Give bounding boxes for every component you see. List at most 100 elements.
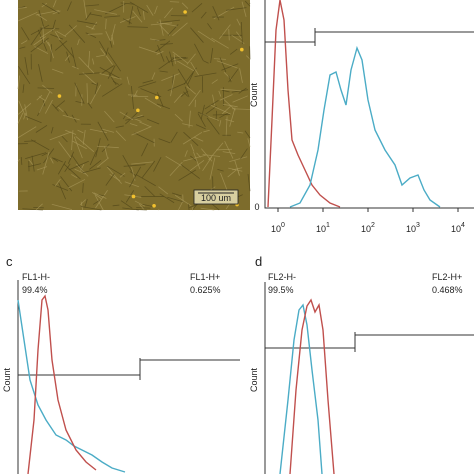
tick-base: 10 <box>271 224 281 234</box>
cell <box>50 157 54 164</box>
cell <box>30 37 49 53</box>
negative-percent: 99.5% <box>268 285 294 295</box>
axes <box>264 0 474 209</box>
cell <box>126 76 130 85</box>
cell <box>98 40 108 55</box>
cell <box>161 73 180 82</box>
cell <box>105 18 107 30</box>
cell <box>37 14 48 22</box>
cell <box>19 46 26 49</box>
cell <box>38 96 46 101</box>
tick-exponent: 1 <box>326 222 330 229</box>
cell <box>51 68 64 74</box>
cell <box>194 72 217 78</box>
cell <box>244 0 251 7</box>
cell <box>39 27 56 39</box>
cell <box>144 186 156 197</box>
cell <box>107 65 116 79</box>
cell <box>82 167 101 174</box>
cell <box>139 121 152 128</box>
cell <box>52 10 61 15</box>
cell <box>204 100 219 110</box>
cell <box>30 27 44 46</box>
cell <box>100 48 113 65</box>
y-axis-label: Count <box>2 368 12 393</box>
cell <box>171 57 187 59</box>
cell <box>86 83 89 104</box>
cell <box>158 186 169 195</box>
cell <box>159 70 168 73</box>
cell <box>61 135 68 143</box>
cell <box>211 79 218 84</box>
cell <box>195 124 206 130</box>
tick-exponent: 2 <box>371 222 375 229</box>
cell <box>87 33 103 35</box>
cell <box>169 1 180 3</box>
cell <box>245 55 251 60</box>
cell <box>244 130 251 139</box>
cell <box>89 128 107 134</box>
cell <box>142 10 145 20</box>
cell <box>135 174 156 187</box>
cell <box>127 26 148 28</box>
cell <box>35 203 43 211</box>
cell <box>131 161 154 165</box>
cell <box>208 142 224 161</box>
cell <box>115 125 124 128</box>
micrograph <box>17 0 251 211</box>
cell <box>191 3 203 13</box>
panel-d: d FL2-H- 99.5% FL2-H+ 0.468% Count <box>249 254 474 474</box>
cell <box>97 121 109 141</box>
cell <box>210 104 231 115</box>
cell <box>104 15 121 18</box>
cell <box>122 154 135 176</box>
bright-cell <box>183 10 187 14</box>
cell <box>225 116 228 137</box>
cell <box>57 161 67 175</box>
cell <box>42 84 53 94</box>
cell <box>119 111 134 121</box>
cell <box>141 160 156 178</box>
cell <box>132 10 143 23</box>
cell <box>229 156 248 162</box>
cell <box>51 203 73 210</box>
cell <box>184 150 188 157</box>
cell <box>159 193 175 204</box>
cell <box>142 79 154 84</box>
cell <box>154 5 158 14</box>
cell <box>21 40 28 45</box>
cell <box>156 51 164 55</box>
cell <box>59 39 75 58</box>
cell <box>231 108 251 110</box>
cell <box>158 19 180 24</box>
cell <box>63 163 81 180</box>
cell <box>104 110 115 123</box>
x-tick-label: 102 <box>361 222 375 234</box>
cell <box>90 84 102 105</box>
cell <box>21 27 30 41</box>
cell <box>106 166 122 184</box>
cell <box>52 184 69 191</box>
cell <box>173 93 183 103</box>
cell <box>71 130 74 151</box>
cell <box>247 174 251 192</box>
cell <box>190 155 198 162</box>
cell <box>110 24 116 42</box>
bright-cell <box>136 108 140 113</box>
cell <box>129 123 138 127</box>
cell <box>156 92 164 108</box>
sample-curve <box>289 45 441 208</box>
cell <box>173 58 195 72</box>
cell <box>220 172 229 192</box>
cell <box>64 54 70 62</box>
cell <box>200 104 205 120</box>
cell <box>74 82 85 104</box>
cell <box>38 91 51 113</box>
cell <box>43 148 55 164</box>
cell <box>158 138 171 144</box>
cell <box>91 191 102 199</box>
cell <box>237 131 244 134</box>
cell <box>17 75 21 90</box>
cell <box>182 131 203 145</box>
cell <box>68 24 86 43</box>
